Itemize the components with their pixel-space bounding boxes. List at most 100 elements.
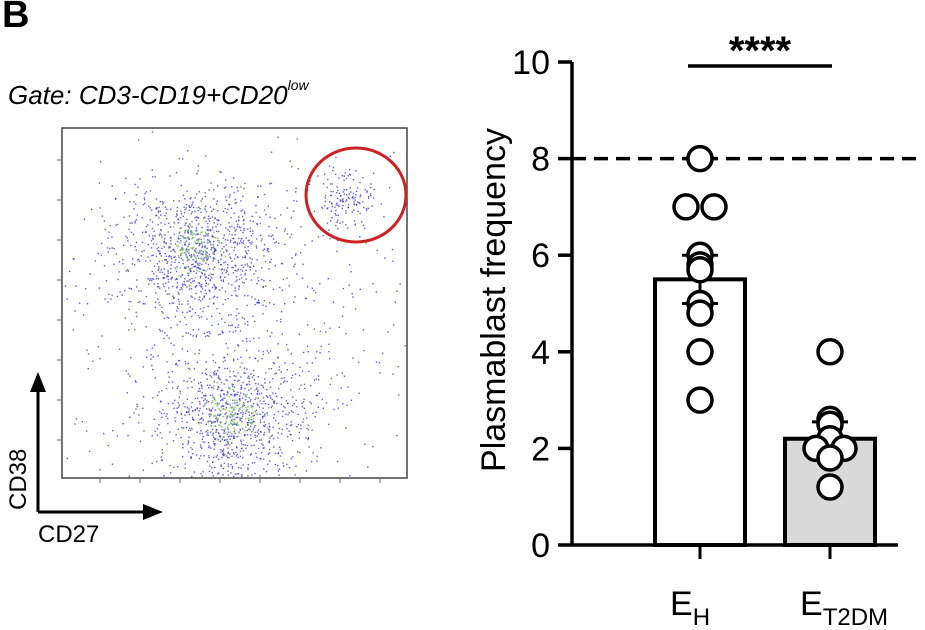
flow-event-dot: [162, 331, 163, 332]
flow-event-dot: [168, 231, 169, 232]
flow-event-dot: [177, 207, 178, 208]
flow-dense-dot: [180, 253, 182, 255]
flow-event-dot: [202, 471, 203, 472]
flow-event-dot: [151, 255, 152, 256]
flow-event-dot: [155, 302, 156, 303]
flow-event-dot: [269, 460, 270, 461]
flow-event-dot: [226, 455, 227, 456]
flow-event-dot: [104, 265, 105, 266]
flow-event-dot: [189, 279, 190, 280]
flow-event-dot: [214, 222, 215, 223]
flow-event-dot: [100, 161, 101, 162]
flow-event-dot: [191, 402, 192, 403]
flow-event-dot: [176, 213, 177, 214]
flow-event-dot: [169, 293, 170, 294]
flow-event-dot: [190, 307, 191, 308]
flow-event-dot: [151, 210, 152, 211]
flow-event-dot: [342, 175, 343, 176]
flow-event-dot: [184, 209, 185, 210]
flow-event-dot: [292, 363, 293, 364]
flow-event-dot: [108, 294, 109, 295]
flow-event-dot: [249, 341, 250, 342]
flow-event-dot: [193, 329, 194, 330]
flow-event-dot: [238, 410, 239, 411]
flow-dense-dot: [173, 226, 175, 228]
flow-event-dot: [300, 425, 301, 426]
flow-event-dot: [228, 463, 229, 464]
flow-event-dot: [273, 304, 274, 305]
flow-event-dot: [221, 457, 222, 458]
flow-event-dot: [338, 407, 339, 408]
flow-event-dot: [251, 431, 252, 432]
flow-event-dot: [215, 438, 216, 439]
flow-event-dot: [241, 443, 242, 444]
flow-event-dot: [257, 393, 258, 394]
flow-event-dot: [287, 233, 288, 234]
flow-event-dot: [291, 166, 292, 167]
flow-event-dot: [210, 256, 211, 257]
flow-event-dot: [212, 260, 213, 261]
flow-dense-dot: [251, 416, 253, 418]
flow-event-dot: [134, 329, 135, 330]
flow-dense-dot: [180, 267, 182, 269]
flow-event-dot: [182, 158, 183, 159]
flow-dense-dot: [252, 429, 254, 431]
flow-event-dot: [162, 312, 163, 313]
flow-event-dot: [246, 270, 247, 271]
flow-event-dot: [161, 417, 162, 418]
flow-event-dot: [258, 433, 259, 434]
flow-event-dot: [92, 361, 93, 362]
flow-event-dot: [287, 402, 288, 403]
flow-event-dot: [214, 444, 215, 445]
flow-event-dot: [236, 463, 237, 464]
flow-event-dot: [179, 405, 180, 406]
flow-event-dot: [199, 299, 200, 300]
data-point: [688, 258, 712, 282]
flow-event-dot: [249, 257, 250, 258]
flow-event-dot: [210, 206, 211, 207]
flow-event-dot: [280, 455, 281, 456]
flow-event-dot: [361, 221, 362, 222]
flow-event-dot: [172, 381, 173, 382]
flow-event-dot: [191, 221, 192, 222]
flow-event-dot: [108, 251, 109, 252]
flow-event-dot: [122, 259, 123, 260]
flow-event-dot: [241, 238, 242, 239]
flow-event-dot: [166, 414, 167, 415]
flow-event-dot: [218, 472, 219, 473]
flow-event-dot: [244, 213, 245, 214]
flow-event-dot: [136, 312, 137, 313]
flow-event-dot: [287, 207, 288, 208]
flow-event-dot: [217, 260, 218, 261]
flow-event-dot: [304, 244, 305, 245]
flow-dense-dot: [217, 238, 219, 240]
flow-event-dot: [241, 277, 242, 278]
flow-event-dot: [327, 222, 328, 223]
flow-event-dot: [136, 286, 137, 287]
flow-event-dot: [370, 193, 371, 194]
flow-event-dot: [328, 230, 329, 231]
flow-event-dot: [192, 419, 193, 420]
flow-event-dot: [240, 456, 241, 457]
data-point: [688, 301, 712, 325]
flow-event-dot: [364, 228, 365, 229]
flow-dense-dot: [228, 396, 230, 398]
flow-event-dot: [209, 268, 210, 269]
flow-event-dot: [219, 289, 220, 290]
flow-event-dot: [153, 356, 154, 357]
flow-event-dot: [365, 189, 366, 190]
flow-event-dot: [164, 246, 165, 247]
flow-event-dot: [212, 287, 213, 288]
flow-event-dot: [200, 253, 201, 254]
flow-event-dot: [336, 203, 337, 204]
flow-event-dot: [302, 264, 303, 265]
flow-event-dot: [189, 289, 190, 290]
flow-event-dot: [205, 235, 206, 236]
flow-event-dot: [256, 245, 257, 246]
data-point: [674, 195, 698, 219]
flow-event-dot: [170, 343, 171, 344]
flow-event-dot: [268, 268, 269, 269]
flow-event-dot: [213, 297, 214, 298]
flow-event-dot: [148, 284, 149, 285]
flow-event-dot: [215, 374, 216, 375]
